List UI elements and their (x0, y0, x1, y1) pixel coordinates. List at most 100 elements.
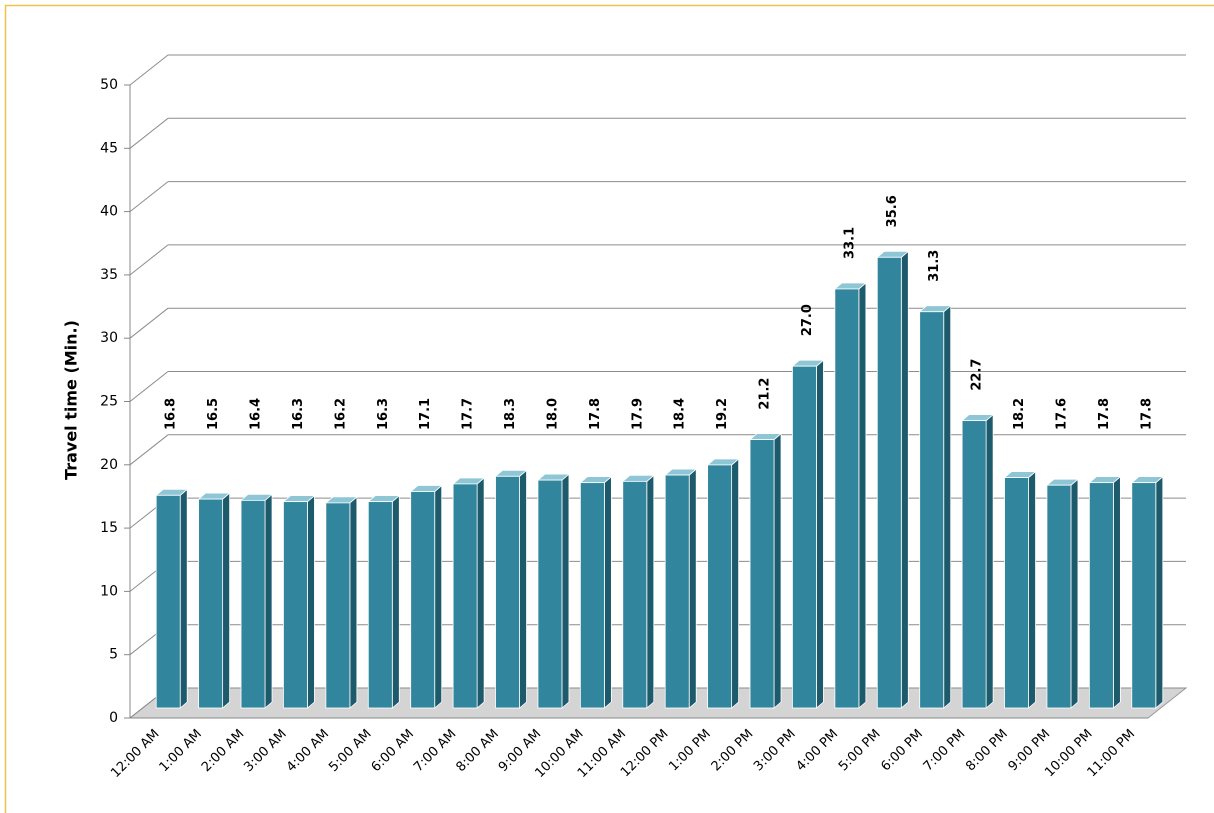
x-tick-label: 5:00 AM (326, 727, 374, 775)
y-tick-label: 0 (109, 710, 118, 726)
bar (918, 304, 952, 709)
bar-front (537, 479, 563, 709)
bar-front (792, 365, 817, 709)
bar (961, 413, 995, 709)
bar-front (367, 501, 393, 709)
bar-side (985, 413, 994, 709)
bar (452, 477, 486, 709)
bar (324, 496, 358, 709)
bar-front (283, 501, 308, 709)
grid-line (129, 371, 169, 402)
x-tick-label: 3:00 AM (241, 727, 289, 775)
bar (536, 473, 571, 709)
bar-side (1070, 478, 1079, 709)
bar (833, 282, 867, 709)
x-tick-label: 4:00 PM (794, 727, 842, 775)
grid-line (129, 54, 169, 86)
bar-front (452, 483, 478, 709)
bar-front (707, 464, 733, 709)
value-label: 18.3 (503, 398, 518, 430)
y-tick-label: 50 (100, 77, 118, 93)
x-tick-label: 8:00 AM (453, 727, 501, 775)
value-label: 21.2 (758, 378, 773, 410)
value-label: 18.2 (1012, 398, 1027, 430)
bar-side (307, 494, 315, 709)
value-label: 35.6 (885, 195, 900, 227)
x-tick-label: 3:00 PM (751, 727, 799, 775)
bar-side (434, 484, 443, 709)
x-tick-label: 6:00 AM (369, 727, 417, 775)
x-tick-label: 7:00 PM (921, 727, 969, 775)
x-tick-label: 7:00 AM (411, 727, 459, 775)
grid-line (129, 434, 169, 466)
x-tick-label: 2:00 PM (709, 727, 757, 775)
bar-side (1112, 475, 1121, 709)
bar-front (1004, 477, 1029, 709)
bar-front (1046, 484, 1072, 709)
bar-side (179, 488, 188, 709)
value-label: 16.5 (206, 398, 221, 430)
y-tick-label: 15 (100, 520, 118, 536)
bar-front (961, 420, 987, 709)
bar-front (664, 474, 690, 709)
bar (791, 359, 825, 709)
bar-front (325, 502, 351, 709)
value-label: 16.3 (291, 398, 306, 430)
x-tick-label: 1:00 AM (157, 727, 205, 775)
y-tick-label: 40 (100, 204, 118, 220)
bar (1003, 470, 1037, 709)
x-tick-label: 4:00 AM (284, 727, 332, 775)
value-label: 33.1 (842, 227, 857, 259)
value-label: 16.2 (333, 398, 348, 430)
value-label: 18.4 (673, 398, 688, 430)
grid-line (129, 181, 169, 212)
bar (494, 469, 528, 709)
bar-side (519, 469, 527, 709)
bar-side (603, 475, 612, 709)
bar-front (749, 439, 775, 709)
y-axis-label: Travel time (Min.) (62, 320, 81, 480)
y-tick-label: 35 (100, 267, 118, 283)
bar (197, 492, 231, 709)
bar (1045, 478, 1080, 709)
bar-front (1131, 482, 1157, 709)
bar-side (222, 492, 231, 709)
y-tick-label: 5 (109, 647, 118, 663)
value-label: 17.7 (461, 398, 476, 430)
bar-side (688, 468, 697, 709)
bar-side (561, 473, 570, 709)
y-tick-label: 25 (100, 394, 118, 410)
x-tick-label: 6:00 PM (878, 727, 926, 775)
value-label: 18.0 (545, 398, 560, 430)
bar-side (349, 496, 358, 709)
bar (239, 493, 274, 709)
value-label: 22.7 (970, 359, 985, 391)
value-label: 17.1 (418, 398, 433, 430)
bar-side (391, 494, 400, 709)
value-label: 19.2 (715, 398, 730, 430)
bar (282, 494, 316, 709)
bar (621, 474, 655, 709)
bar-front (622, 480, 648, 709)
value-label: 27.0 (800, 304, 815, 336)
bar-front (155, 494, 181, 709)
bar (1088, 475, 1122, 709)
y-tick-label: 20 (100, 457, 118, 473)
value-label: 17.6 (1054, 398, 1069, 430)
bar-side (264, 493, 273, 709)
bar (876, 250, 910, 709)
bar (579, 475, 613, 709)
x-tick-label: 1:00 PM (666, 727, 714, 775)
bar-side (1028, 470, 1036, 709)
bar-side (1155, 475, 1164, 709)
x-tick-label: 5:00 PM (836, 727, 884, 775)
x-tick-label: 8:00 PM (963, 727, 1011, 775)
bar-front (919, 311, 945, 709)
bar-side (816, 359, 824, 709)
bar-front (579, 482, 605, 709)
value-label: 17.8 (1139, 398, 1154, 430)
value-label: 17.8 (588, 398, 603, 430)
bar-side (731, 458, 740, 709)
bar-side (943, 304, 952, 709)
